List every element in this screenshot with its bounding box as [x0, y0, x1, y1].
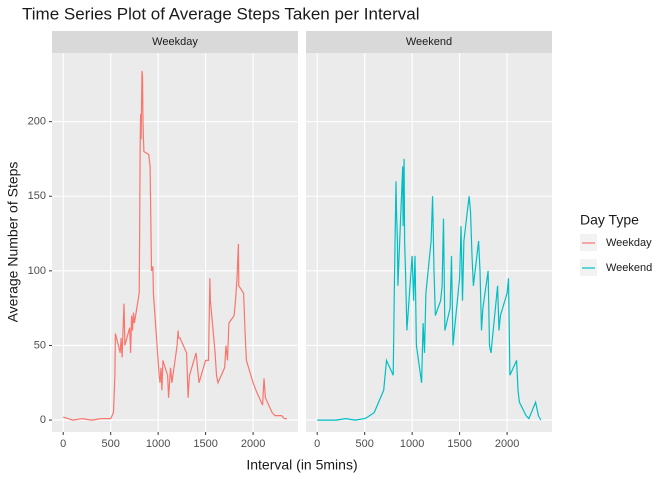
x-tick-label: 500 [355, 438, 373, 450]
y-tick-label: 0 [40, 414, 46, 426]
strip [306, 31, 552, 53]
legend-label: Weekend [606, 262, 652, 274]
y-tick-label: 150 [28, 190, 46, 202]
x-axis-label: Interval (in 5mins) [246, 457, 357, 473]
strip [52, 31, 298, 53]
legend-title: Day Type [580, 212, 639, 228]
line [63, 70, 287, 421]
x-tick-label: 2000 [241, 438, 265, 450]
line [317, 158, 542, 421]
y-tick-label: 50 [34, 339, 46, 351]
x-tick-label: 0 [60, 438, 66, 450]
y-tick-label: 200 [28, 116, 46, 128]
x-tick-label: 1000 [400, 438, 424, 450]
x-tick-label: 1500 [447, 438, 471, 450]
chart-title: Time Series Plot of Average Steps Taken … [22, 4, 420, 23]
legend-label: Weekday [606, 237, 652, 249]
strip-label: Weekend [406, 36, 452, 48]
x-tick-label: 2000 [495, 438, 519, 450]
x-tick-label: 0 [314, 438, 320, 450]
y-tick-label: 100 [28, 265, 46, 277]
x-tick-label: 500 [101, 438, 119, 450]
x-tick-label: 1500 [193, 438, 217, 450]
x-tick-label: 1000 [146, 438, 170, 450]
panel [52, 53, 298, 432]
strip-label: Weekday [152, 36, 198, 48]
y-axis-label: Average Number of Steps [5, 162, 21, 323]
panel [306, 53, 552, 432]
